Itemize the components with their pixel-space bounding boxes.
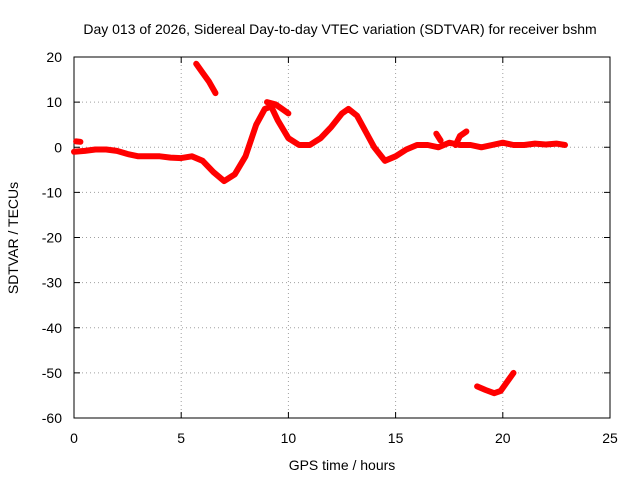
y-tick-label: -40 [42, 320, 62, 336]
axis-ticks: 0 5 10 15 20 25 -60 -50 -40 -30 -20 -10 0 10 20 [42, 49, 618, 446]
data-series [71, 60, 568, 397]
chart-title: Day 013 of 2026, Sidereal Day-to-day VTE… [83, 21, 596, 37]
x-tick-label: 20 [495, 430, 511, 446]
y-axis-label: SDTVAR / TECUs [5, 182, 21, 294]
series-line-lower-arc [474, 369, 517, 397]
x-tick-label: 0 [70, 430, 78, 446]
x-axis-label: GPS time / hours [289, 457, 396, 473]
series-line-spike [452, 128, 470, 148]
y-tick-label: 0 [54, 139, 62, 155]
y-tick-label: -20 [42, 230, 62, 246]
x-tick-label: 15 [388, 430, 404, 446]
series-line-main [71, 103, 568, 185]
series-line-spike-2 [433, 130, 444, 144]
series-line-upper-segment [193, 60, 219, 97]
y-tick-label: -60 [42, 410, 62, 426]
y-tick-label: 20 [46, 49, 62, 65]
x-tick-label: 5 [177, 430, 185, 446]
grid [74, 57, 610, 418]
series-line-late-branch [264, 99, 292, 117]
y-tick-label: 10 [46, 94, 62, 110]
y-tick-label: -10 [42, 184, 62, 200]
y-tick-label: -30 [42, 275, 62, 291]
x-tick-label: 25 [602, 430, 618, 446]
x-tick-label: 10 [281, 430, 297, 446]
y-tick-label: -50 [42, 365, 62, 381]
